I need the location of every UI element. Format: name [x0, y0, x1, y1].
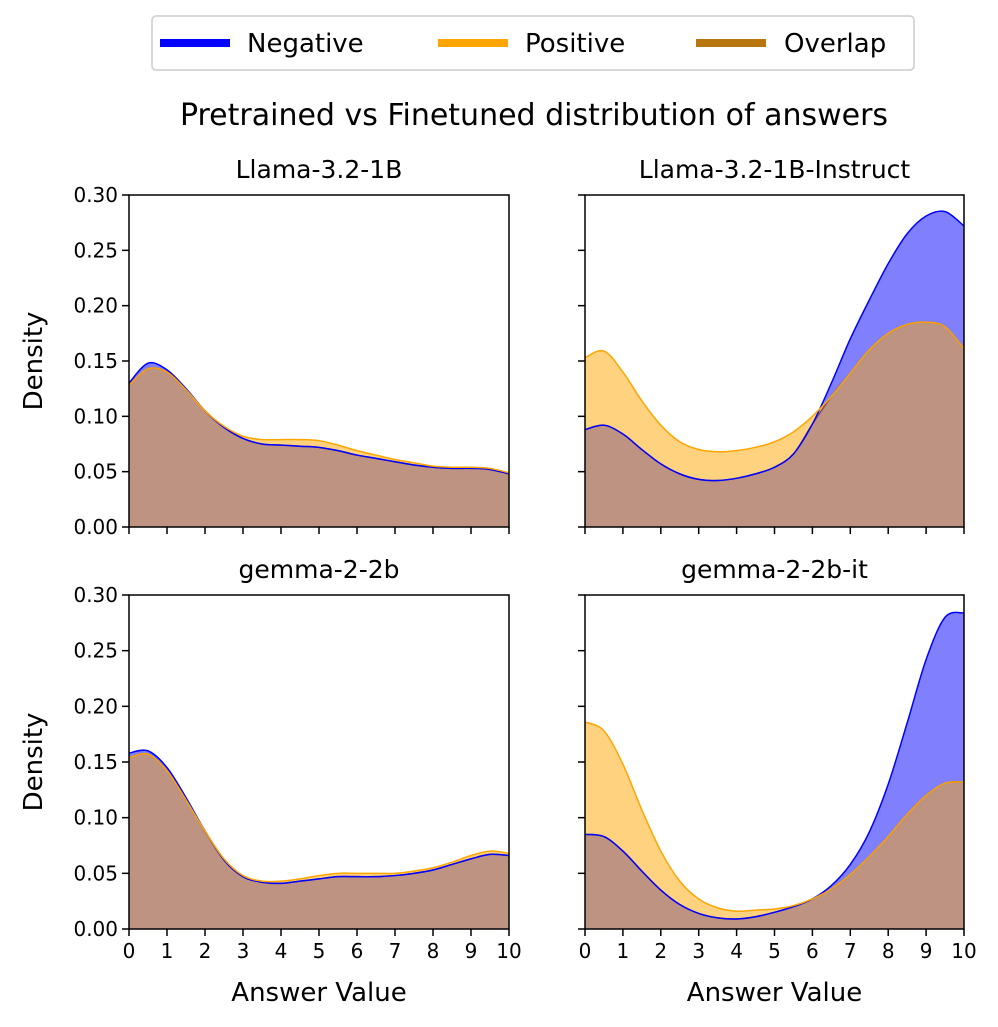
subplot-title: Llama-3.2-1B	[236, 155, 403, 184]
legend-label-positive: Positive	[525, 29, 625, 59]
y-tick-label: 0.05	[73, 460, 118, 484]
overlap-area	[585, 322, 964, 527]
y-tick-label: 0.15	[73, 349, 118, 373]
plot-area	[585, 210, 964, 527]
y-tick-label: 0.10	[73, 806, 118, 830]
negative-line	[585, 210, 964, 482]
negative-area	[585, 612, 964, 929]
x-tick-label: 6	[806, 939, 819, 963]
x-tick-label: 3	[237, 939, 250, 963]
x-tick-label: 4	[275, 939, 288, 963]
overlap-area	[585, 781, 964, 929]
x-tick-label: 0	[579, 939, 592, 963]
negative-line	[129, 749, 509, 885]
plot-area	[585, 611, 964, 929]
positive-line	[129, 367, 509, 474]
x-tick-label: 7	[844, 939, 857, 963]
legend-label-negative: Negative	[247, 29, 364, 59]
y-tick-label: 0.15	[73, 750, 118, 774]
x-tick-label: 4	[730, 939, 743, 963]
x-tick-label: 6	[351, 939, 364, 963]
panel-3: 0.00 0.05 0.10 0.15 0.20 0.25 0.30 0 1 2 3 4 5 6 7 8 9 10…	[19, 555, 522, 1008]
y-tick-label: 0.20	[73, 294, 118, 318]
positive-line	[585, 321, 964, 453]
y-tick-label: 0.25	[73, 639, 118, 663]
y-axis-label: Density	[19, 312, 49, 411]
overlap-area	[129, 753, 509, 929]
positive-line	[585, 721, 964, 913]
x-tick-label: 7	[389, 939, 402, 963]
panels: 0.00 0.05 0.10 0.15 0.20 0.25 0.30 Llama-3.2-1B…	[19, 155, 977, 1008]
figure-title: Pretrained vs Finetuned distribution of …	[180, 98, 888, 133]
x-axis-label: Answer Value	[231, 978, 406, 1008]
y-tick-label: 0.00	[73, 917, 118, 941]
subplot-title: gemma-2-2b	[239, 555, 400, 584]
positive-line	[129, 752, 509, 883]
y-tick-label: 0.20	[73, 694, 118, 718]
x-tick-label: 5	[313, 939, 326, 963]
x-tick-label: 2	[654, 939, 667, 963]
y-tick-label: 0.05	[73, 861, 118, 885]
panel-1: 0.00 0.05 0.10 0.15 0.20 0.25 0.30 Llama-3.2-1B…	[19, 155, 510, 539]
x-tick-label: 8	[427, 939, 440, 963]
x-tick-label: 5	[768, 939, 781, 963]
x-tick-label: 9	[465, 939, 478, 963]
x-tick-label: 2	[199, 939, 212, 963]
x-tick-label: 3	[692, 939, 705, 963]
plot-area	[129, 361, 509, 527]
legend-label-overlap: Overlap	[784, 29, 886, 59]
x-tick-label: 0	[123, 939, 136, 963]
subplot-title: gemma-2-2b-it	[681, 555, 868, 584]
y-axis-label: Density	[19, 713, 49, 812]
y-tick-label: 0.30	[73, 183, 118, 207]
x-tick-label: 1	[161, 939, 174, 963]
subplot-title: Llama-3.2-1B-Instruct	[639, 155, 911, 184]
x-tick-label: 10	[951, 939, 976, 963]
y-tick-label: 0.25	[73, 238, 118, 262]
panel-4: 0 1 2 3 4 5 6 7 8 9 10 gemma-2-2b-it Answer Value	[578, 555, 977, 1008]
legend-frame	[151, 15, 915, 71]
legend: Negative Positive Overlap	[151, 15, 915, 71]
y-tick-label: 0.10	[73, 404, 118, 428]
y-tick-label: 0.30	[73, 583, 118, 607]
x-tick-label: 8	[882, 939, 895, 963]
y-tick-label: 0.00	[73, 515, 118, 539]
x-tick-label: 1	[617, 939, 630, 963]
x-tick-label: 9	[920, 939, 933, 963]
negative-line	[585, 611, 964, 920]
panel-2: Llama-3.2-1B-Instruct	[578, 155, 965, 534]
plot-area	[129, 749, 509, 929]
x-tick-label: 10	[496, 939, 521, 963]
x-axis-label: Answer Value	[687, 978, 862, 1008]
